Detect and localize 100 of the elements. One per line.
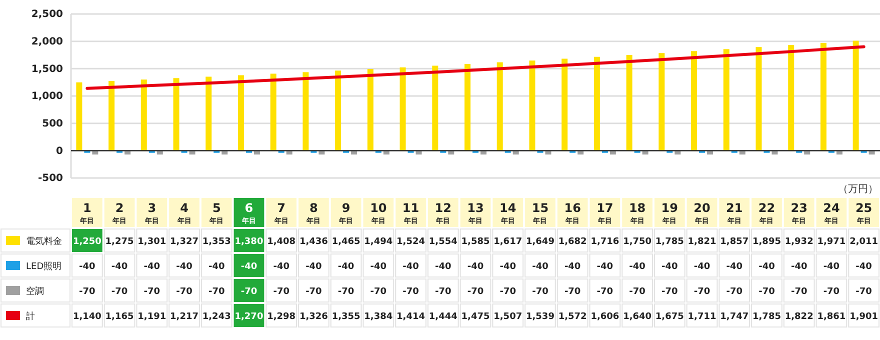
data-label: -70	[467, 287, 484, 297]
data-label: 1,326	[299, 312, 328, 322]
data-label: -70	[823, 287, 840, 297]
y-tick-label: 1,000	[31, 91, 64, 102]
data-label: -40	[823, 262, 840, 272]
data-label: 1,298	[267, 312, 296, 322]
data-label: -70	[240, 287, 258, 297]
data-label: -40	[662, 262, 678, 272]
bar	[108, 80, 115, 151]
data-label: 1,384	[364, 312, 393, 322]
data-label: 1,353	[202, 237, 231, 247]
y-tick-label: -500	[38, 173, 64, 184]
bar	[367, 68, 374, 151]
data-label: -40	[79, 262, 96, 272]
data-label: -70	[208, 287, 225, 297]
data-label: -40	[790, 262, 808, 272]
data-label: 1,606	[590, 312, 620, 322]
data-label: 1,414	[396, 312, 426, 322]
data-label: 1,785	[655, 237, 684, 247]
bar	[658, 53, 665, 151]
y-tick-label: 500	[42, 118, 64, 130]
data-label: -70	[856, 287, 872, 297]
data-label: -40	[306, 262, 322, 272]
data-label: -70	[564, 287, 581, 297]
data-label: 1,675	[655, 312, 684, 322]
bar	[400, 67, 406, 151]
y-tick-label: 1,500	[31, 64, 64, 75]
data-label: 1,270	[234, 312, 264, 322]
data-label: 1,821	[688, 237, 716, 247]
data-label: -40	[208, 262, 225, 272]
data-label: 1,822	[784, 312, 814, 322]
bar	[206, 76, 212, 151]
bar	[238, 75, 244, 151]
data-label: 1,327	[170, 237, 198, 247]
data-label: -40	[500, 262, 516, 272]
bar	[820, 42, 826, 151]
data-label: 1,649	[526, 237, 554, 247]
data-label: -70	[758, 287, 775, 297]
data-label: -40	[758, 262, 775, 272]
data-label: -40	[435, 262, 452, 272]
data-label: -40	[596, 262, 614, 272]
data-label: -40	[467, 262, 484, 272]
bar	[270, 74, 276, 151]
data-label: 1,901	[850, 312, 878, 322]
bar	[173, 78, 180, 151]
data-label: -70	[338, 287, 354, 297]
data-label: -70	[790, 287, 808, 297]
data-label: 1,932	[784, 237, 814, 247]
data-label: 1,275	[105, 237, 134, 247]
data-label: 1,682	[558, 237, 587, 247]
data-label: -40	[338, 262, 354, 272]
data-label: -70	[435, 287, 452, 297]
data-label: -70	[402, 287, 419, 297]
data-label: 1,243	[202, 312, 231, 322]
data-label: 1,165	[105, 312, 134, 322]
bar	[756, 47, 762, 151]
legend-label: 計	[26, 311, 35, 322]
data-label: 1,380	[234, 237, 264, 247]
data-label: 1,785	[752, 312, 781, 322]
bar	[464, 64, 470, 151]
text: （万円）	[838, 184, 878, 195]
data-label: 1,355	[332, 312, 360, 322]
data-label: 1,475	[461, 312, 490, 322]
data-label: 1,585	[461, 237, 490, 247]
data-label: -70	[79, 287, 96, 297]
bar	[788, 45, 794, 151]
data-label: 1,716	[590, 237, 620, 247]
data-label: 1,524	[396, 237, 426, 247]
data-label: -70	[370, 287, 387, 297]
data-label: -40	[629, 262, 646, 272]
data-label: -70	[694, 287, 710, 297]
data-label: 1,250	[72, 237, 102, 247]
data-label: -70	[500, 287, 516, 297]
bar	[432, 66, 438, 151]
bar	[529, 60, 536, 151]
data-label: -40	[726, 262, 743, 272]
data-label: 1,140	[72, 312, 102, 322]
data-label: -70	[532, 287, 548, 297]
bar	[626, 55, 632, 151]
data-label: -70	[726, 287, 743, 297]
data-label: 1,465	[332, 237, 360, 247]
data-label: -40	[694, 262, 710, 272]
data-label: 1,507	[494, 312, 522, 322]
data-label: 1,747	[720, 312, 749, 322]
bar	[76, 82, 82, 151]
bar	[691, 51, 698, 151]
data-label: -70	[144, 287, 160, 297]
data-label: 1,861	[817, 312, 846, 322]
data-label: 1,494	[364, 237, 393, 247]
data-label: -40	[144, 262, 160, 272]
data-label: -40	[564, 262, 581, 272]
bar	[302, 72, 309, 151]
legend-label: 電気料金	[26, 236, 62, 247]
y-tick-label: 2,500	[31, 9, 64, 20]
bar	[140, 80, 147, 151]
data-label: 1,554	[428, 237, 458, 247]
bar	[852, 40, 859, 151]
data-label: -70	[111, 287, 128, 297]
data-label: -70	[596, 287, 614, 297]
data-label: 1,539	[526, 312, 554, 322]
